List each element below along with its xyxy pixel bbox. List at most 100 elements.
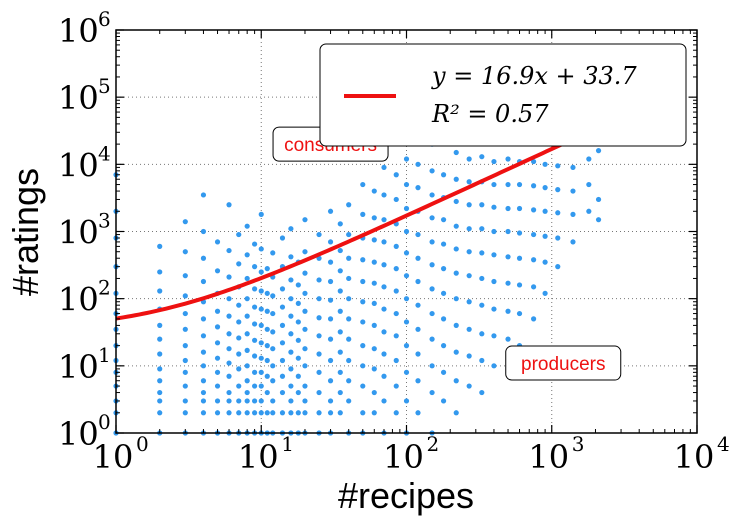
x-tick-label: 10 1 [238,432,294,476]
data-point [466,326,472,332]
data-point [252,264,258,270]
annotation-producers-box [505,345,622,381]
data-point [182,343,188,349]
data-point [381,306,387,312]
x-tick-label: 10 4 [674,432,729,476]
data-point [327,316,334,322]
data-point [429,286,435,292]
data-point [415,302,421,308]
data-point [252,383,258,389]
data-point [531,158,537,165]
data-point [516,181,523,188]
data-point [182,410,188,416]
x-tick-base: 10 [93,438,134,476]
data-point [258,322,264,328]
data-point [182,357,188,364]
data-point [236,319,242,325]
data-point [542,185,548,191]
data-point [316,277,322,283]
x-tick-base: 10 [238,438,279,476]
data-point [570,239,576,245]
data-point [440,398,447,404]
data-point [264,266,270,272]
data-point [279,389,286,396]
data-point [570,211,576,217]
data-point [346,255,352,261]
data-point [381,164,387,171]
data-point [429,389,435,396]
data-point [542,290,548,296]
data-point [403,250,410,256]
data-point [295,319,301,325]
data-point [252,337,258,343]
data-point [453,246,459,252]
data-point [264,357,270,364]
y-tick-base: 10 [58,281,99,319]
data-point [252,286,258,292]
x-tick-exponent: 4 [717,432,729,456]
data-points [113,141,602,436]
data-point [295,282,301,288]
y-tick-base: 10 [58,415,99,453]
data-point [466,202,472,208]
data-point [393,243,399,250]
data-point [264,343,270,349]
data-point [403,156,410,162]
y-tick-label: 10 1 [58,343,111,386]
legend-equation: y = 16.9x + 33.7 [431,62,637,90]
data-point [258,269,264,275]
data-point [200,228,207,235]
data-point [479,202,485,208]
data-point [270,329,276,335]
data-point [479,331,485,337]
data-point [360,278,366,285]
data-point [453,296,459,302]
data-point [491,333,497,339]
data-point [491,204,497,210]
data-point [453,149,459,156]
data-point [264,410,270,416]
data-point [415,410,421,416]
data-point [182,219,188,225]
data-point [381,329,387,335]
data-point [440,343,447,349]
data-point [371,366,377,372]
data-point [200,316,207,322]
data-point [252,321,258,327]
data-point [415,351,421,357]
data-point [429,310,435,317]
data-point [226,346,232,352]
data-point [279,286,286,292]
data-point [381,192,387,198]
data-point [542,208,548,214]
data-point [182,249,188,255]
data-point [214,308,221,314]
data-point [244,398,250,404]
data-point [302,326,308,332]
data-point [393,357,399,364]
data-point [157,410,163,416]
data-point [288,398,294,404]
data-point [346,231,352,238]
data-point [466,299,472,305]
data-point [415,231,421,238]
data-point [316,296,322,302]
data-point [429,215,435,221]
data-point [157,398,163,404]
data-point [327,297,334,303]
data-point [327,239,334,245]
y-tick-exponent: 5 [98,74,111,98]
data-point [415,185,421,191]
data-point [360,257,366,263]
data-point [542,161,548,167]
data-point [200,349,207,355]
data-point [531,183,537,189]
data-point [491,158,497,165]
data-point [258,246,264,252]
data-point [505,280,511,286]
data-point [236,410,242,416]
data-point [279,304,286,310]
data-point [236,302,242,308]
data-point [226,247,232,254]
data-point [157,366,163,372]
